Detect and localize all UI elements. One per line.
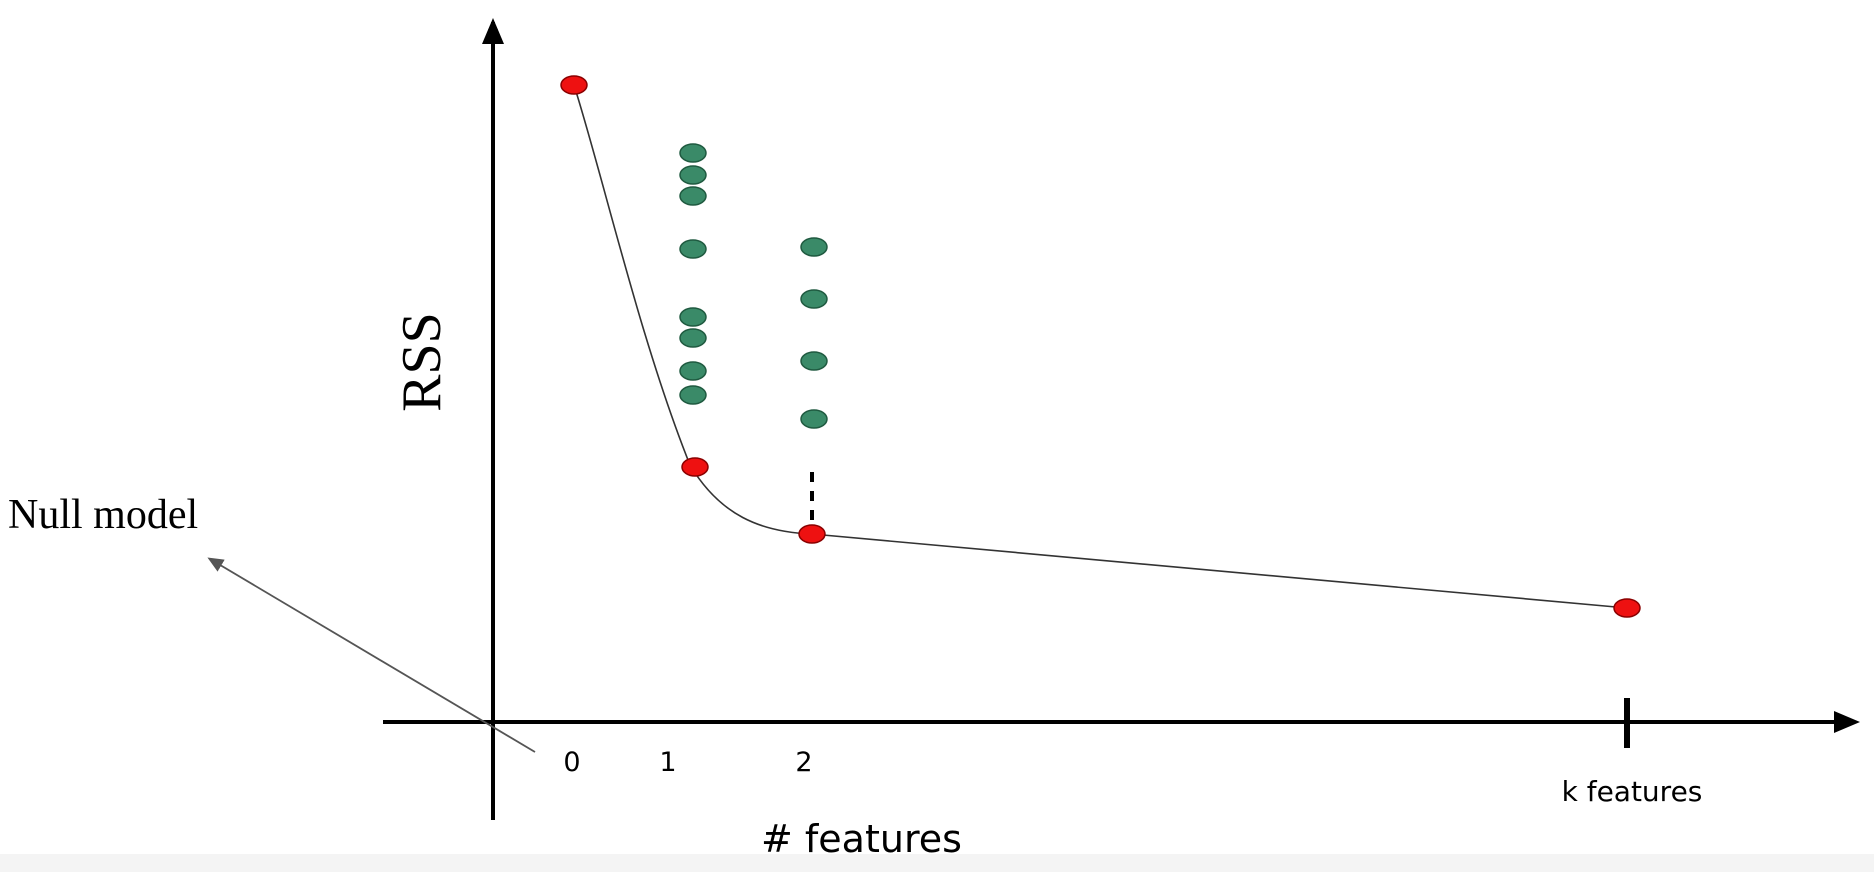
x-tick-label-1: 1 [659, 747, 676, 778]
candidate-model-point [800, 351, 828, 371]
x-axis-label: # features [761, 817, 962, 861]
best-model-point-2 [798, 524, 826, 544]
candidate-model-point [679, 307, 707, 327]
candidates-2-features [800, 237, 828, 429]
candidate-model-point [679, 328, 707, 348]
candidate-model-point [679, 385, 707, 405]
y-axis-arrowhead [482, 18, 504, 44]
candidate-model-point [800, 409, 828, 429]
best-model-point-null [560, 75, 588, 95]
candidate-model-point [800, 289, 828, 309]
best-model-points [560, 75, 1641, 618]
bottom-strip [0, 854, 1874, 872]
candidate-model-point [679, 143, 707, 163]
null-model-label: Null model [8, 492, 198, 538]
x-tick-label-0: 0 [563, 747, 580, 778]
x-tick-label-2: 2 [795, 747, 812, 778]
candidate-model-point [679, 186, 707, 206]
x-tick-label-k: k features [1562, 775, 1703, 808]
candidate-model-point [679, 361, 707, 381]
null-model-arrow [207, 557, 536, 753]
y-axis-label: RSS [391, 312, 453, 412]
best-model-point-k [1613, 598, 1641, 618]
candidate-model-point [679, 165, 707, 185]
candidates-1-feature [679, 143, 707, 405]
candidate-model-point [800, 237, 828, 257]
x-axis-arrowhead [1834, 711, 1860, 733]
best-model-curve [573, 84, 1628, 609]
candidate-model-point [679, 239, 707, 259]
best-model-point-1 [681, 457, 709, 477]
